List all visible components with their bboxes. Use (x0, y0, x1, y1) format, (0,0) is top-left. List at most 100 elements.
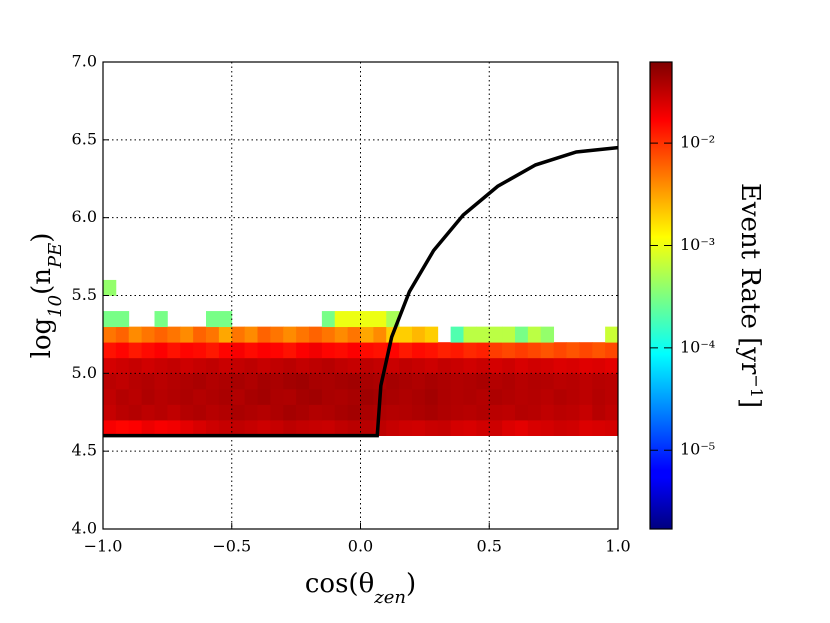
heat-cell (244, 326, 258, 343)
heat-cell (141, 404, 155, 421)
heat-cell (283, 420, 297, 436)
x-axis-label: cos(θzen) (305, 569, 416, 608)
heat-cell (450, 388, 464, 405)
heat-cell (450, 420, 464, 436)
heat-cell (527, 404, 542, 421)
heat-cell (527, 388, 542, 405)
heat-cell (566, 342, 580, 359)
y-tick-label: 5.5 (72, 285, 97, 304)
heat-cell (154, 357, 168, 374)
heat-cell (476, 357, 490, 374)
heat-cell (386, 388, 400, 405)
heat-cell (180, 357, 194, 374)
heat-cell (605, 357, 619, 374)
heat-cell (309, 326, 323, 343)
heat-cell (450, 357, 464, 374)
heat-cell (360, 311, 374, 328)
heat-cell (424, 357, 439, 374)
heat-cell (553, 373, 567, 390)
heat-cell (154, 326, 168, 343)
heat-cell (309, 420, 323, 436)
heat-cell (309, 342, 323, 359)
heat-cell (437, 373, 452, 390)
heat-cell (476, 388, 490, 405)
heat-cell (605, 373, 619, 390)
heat-cell (154, 420, 168, 436)
heat-cell (489, 388, 503, 405)
heat-cell (592, 388, 606, 405)
heat-cell (270, 404, 284, 421)
heat-cell (450, 326, 464, 343)
heat-cell (167, 342, 181, 359)
heat-cell (128, 326, 143, 343)
heat-cell (321, 420, 336, 436)
y-tick-label: 5.0 (72, 363, 97, 382)
heat-cell (193, 342, 207, 359)
plot-frame (102, 61, 619, 530)
heat-cell (579, 342, 593, 359)
heat-cell (103, 326, 117, 343)
heat-cell (103, 357, 117, 374)
heat-cell (309, 404, 323, 421)
heat-cell (321, 326, 336, 343)
heat-cell (180, 404, 194, 421)
heat-cell (218, 357, 233, 374)
heat-cell (334, 357, 349, 374)
heat-cell (296, 404, 310, 421)
heat-cell (334, 388, 349, 405)
heat-cell (424, 342, 439, 359)
heat-cell (128, 404, 143, 421)
heat-cell (180, 388, 194, 405)
heat-cell (321, 357, 336, 374)
heat-cell (527, 326, 542, 343)
colorbar-tick-label: 10⁻² (680, 133, 715, 152)
heat-cell (115, 388, 130, 405)
heat-cell (489, 326, 503, 343)
colorbar-tick-label: 10⁻³ (680, 235, 715, 254)
heat-cell (515, 326, 529, 343)
heat-cell (193, 420, 207, 436)
heat-cell (257, 357, 271, 374)
heat-cell (386, 357, 400, 374)
heat-cell (334, 420, 349, 436)
heat-cell (218, 373, 233, 390)
heat-cell (450, 342, 464, 359)
heat-cell (579, 388, 593, 405)
heat-cell (399, 326, 413, 343)
heat-cell (296, 388, 310, 405)
heat-cell (373, 326, 387, 343)
heat-cell (231, 326, 246, 343)
heat-cell (115, 357, 130, 374)
y-tick-label: 4.0 (72, 519, 97, 538)
heat-cell (115, 420, 130, 436)
x-tick-label: 0.5 (477, 537, 502, 556)
heat-cell (360, 404, 374, 421)
heat-cell (193, 357, 207, 374)
heat-cell (296, 326, 310, 343)
heat-cell (218, 311, 233, 328)
heat-cell (579, 373, 593, 390)
heat-cell (283, 404, 297, 421)
heat-cell (373, 311, 387, 328)
heat-cell (115, 373, 130, 390)
heat-cell (180, 342, 194, 359)
heat-cell (270, 373, 284, 390)
heat-cell (437, 420, 452, 436)
heat-cell (283, 326, 297, 343)
heat-cell (296, 420, 310, 436)
heat-cell (437, 357, 452, 374)
heat-cell (193, 326, 207, 343)
heat-cell (476, 342, 490, 359)
heat-cell (540, 388, 555, 405)
heat-cell (515, 388, 529, 405)
heat-cell (244, 404, 258, 421)
heat-cell (579, 420, 593, 436)
heat-cell (206, 311, 220, 328)
heat-cell (412, 373, 426, 390)
heat-cell (180, 326, 194, 343)
x-axis-label-part: zen (373, 587, 406, 608)
heat-cell (206, 388, 220, 405)
heat-cell (463, 420, 477, 436)
heat-cell (463, 326, 477, 343)
